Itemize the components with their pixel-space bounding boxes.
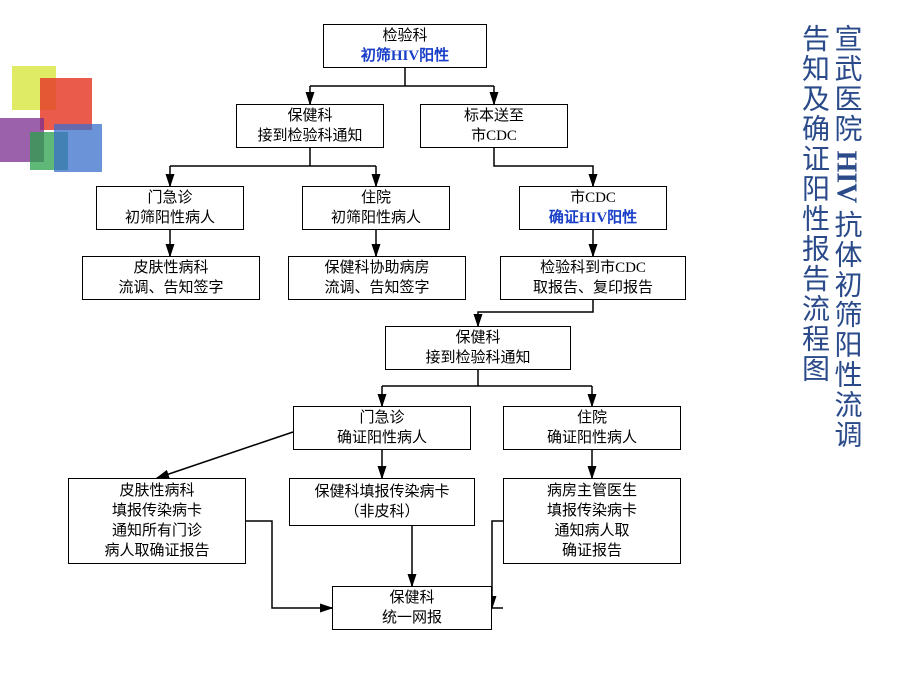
flow-node-n10: 保健科接到检验科通知 <box>385 326 571 370</box>
deco-square-4 <box>54 124 102 172</box>
flow-node-n14: 保健科填报传染病卡（非皮科） <box>289 478 475 526</box>
title-col1-post: 抗体初筛阳性流调 <box>831 210 862 450</box>
flow-node-n3: 标本送至市CDC <box>420 104 568 148</box>
flow-node-n2: 保健科接到检验科通知 <box>236 104 384 148</box>
flow-node-n13: 皮肤性病科填报传染病卡通知所有门诊病人取确证报告 <box>68 478 246 564</box>
title-col1-pre: 宣武医院 <box>831 24 862 144</box>
edge-2 <box>494 148 593 186</box>
title-col2: 告知及确证阳性报告流程图 <box>794 24 832 384</box>
edge-1 <box>170 148 376 186</box>
flow-node-n1: 检验科初筛HIV阳性 <box>323 24 487 68</box>
flow-node-n15: 病房主管医生填报传染病卡通知病人取确证报告 <box>503 478 681 564</box>
edge-11 <box>246 521 332 608</box>
edge-13 <box>492 521 503 608</box>
flow-node-n8: 保健科协助病房流调、告知签字 <box>288 256 466 300</box>
flow-node-n4: 门急诊初筛阳性病人 <box>96 186 244 230</box>
edge-6 <box>478 300 593 326</box>
flow-node-n16: 保健科统一网报 <box>332 586 492 630</box>
edge-7 <box>382 370 592 406</box>
deco-square-1 <box>40 78 92 130</box>
flow-node-n9: 检验科到市CDC取报告、复印报告 <box>500 256 686 300</box>
edge-0 <box>310 68 494 104</box>
edge-8 <box>157 432 293 478</box>
flow-node-n7: 皮肤性病科流调、告知签字 <box>82 256 260 300</box>
flow-node-n11: 门急诊确证阳性病人 <box>293 406 471 450</box>
title-hiv: HIV <box>827 150 865 203</box>
flow-node-n12: 住院确证阳性病人 <box>503 406 681 450</box>
flow-node-n5: 住院初筛阳性病人 <box>302 186 450 230</box>
flow-node-n6: 市CDC确证HIV阳性 <box>519 186 667 230</box>
